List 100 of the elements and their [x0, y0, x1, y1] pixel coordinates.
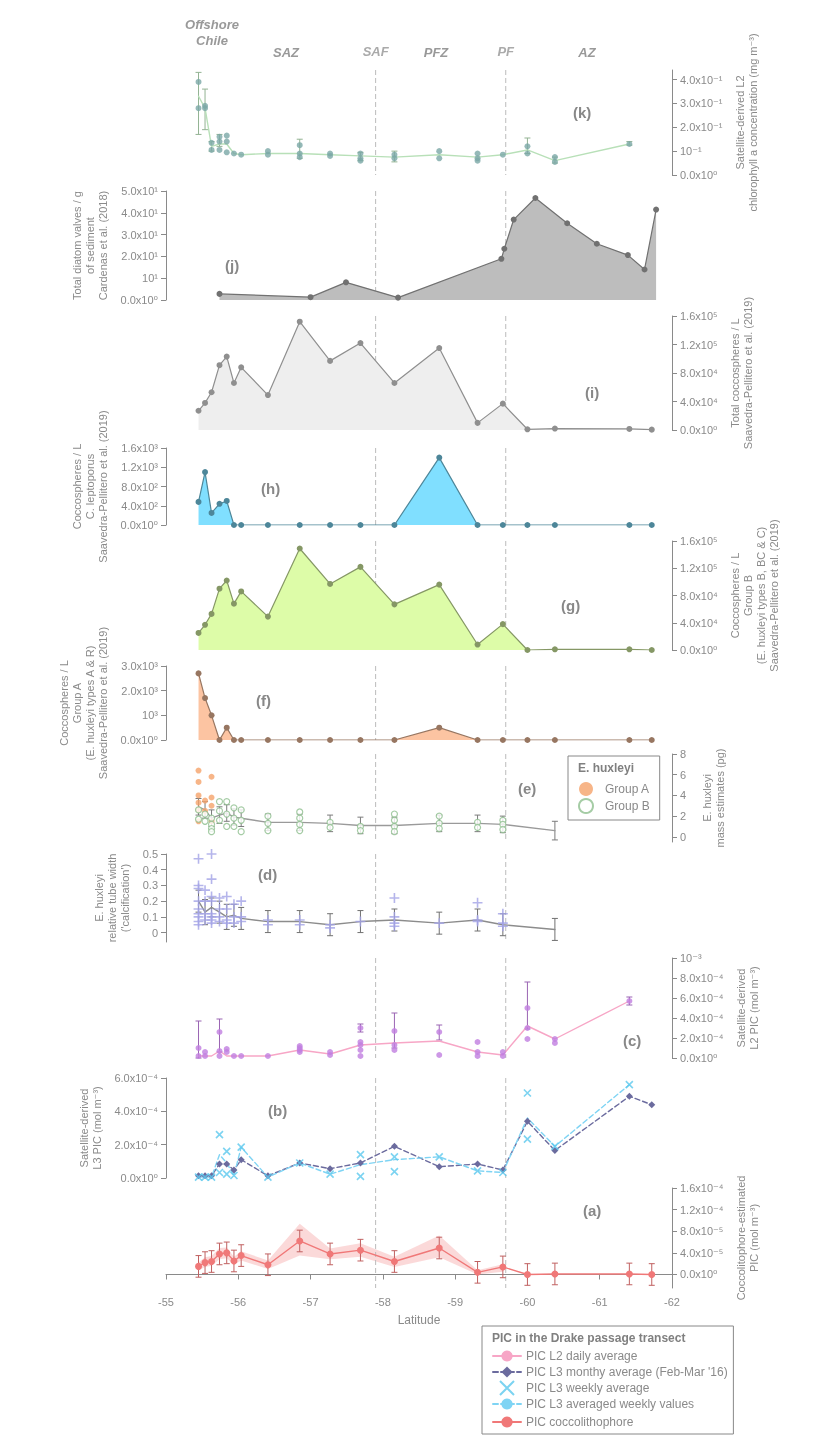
- y2-tick-label: 1.2x10⁵: [680, 338, 718, 351]
- legend-label: PIC L2 daily average: [526, 1349, 638, 1363]
- y-tick-label: 4.0x10⁻⁴: [114, 1105, 159, 1118]
- y-tick-label: 2.0x10¹: [121, 250, 159, 263]
- y-tick-label: 0: [151, 926, 158, 939]
- y-tick-label: 10¹: [142, 272, 159, 285]
- y-axis-title: Satellite-derived L3 PIC (mol m⁻³): [78, 1086, 104, 1170]
- text: (d): [258, 866, 278, 883]
- text: (i): [585, 384, 600, 401]
- y-tick-label: 0.1: [142, 910, 158, 923]
- y-tick-label: 0.2: [142, 895, 158, 908]
- legend-title: E. huxleyi: [578, 761, 635, 775]
- text: (k): [573, 104, 592, 121]
- text: (f): [256, 692, 271, 709]
- y2-tick-label: 1.2x10⁵: [680, 562, 718, 575]
- y2-tick-label: 6: [680, 768, 687, 781]
- legend-label: PIC coccolithophore: [526, 1415, 634, 1429]
- y2-axis-title: Coccolitophore-estimated PIC (mol m⁻³): [734, 1175, 760, 1301]
- x-tick-label: -59: [447, 1295, 464, 1308]
- x-tick-label: -61: [591, 1295, 608, 1308]
- y2-tick-label: 4.0x10⁴: [680, 616, 719, 629]
- legend-title: PIC in the Drake passage transect: [492, 1331, 686, 1345]
- legend-label: Group A: [605, 782, 650, 796]
- y-axis-title: E. huxleyi relative tube width ('calcification'): [93, 853, 132, 943]
- text: (g): [561, 597, 581, 614]
- y-axis-title: Coccospheres / L C. leptoporus Saavedra-Pellitero et al. (2019): [71, 410, 110, 563]
- y-tick-label: 0.5: [142, 848, 158, 860]
- x-tick-label: -58: [374, 1295, 391, 1308]
- x-axis-title: Latitude: [397, 1313, 441, 1327]
- x-tick-label: -60: [519, 1295, 536, 1308]
- text: (h): [261, 480, 281, 497]
- y2-tick-label: 0.0x10⁰: [680, 169, 719, 181]
- text: AZ: [577, 44, 597, 60]
- y2-tick-label: 8: [680, 748, 687, 760]
- y2-tick-label: 4.0x10⁻¹: [680, 73, 723, 86]
- y2-tick-label: 0.0x10⁰: [680, 1052, 719, 1064]
- y2-tick-label: 4.0x10⁻⁵: [680, 1246, 724, 1259]
- y2-axis-title: Coccospheres / L Group B (E. huxleyi types B, BC & C) Saavedra-Pellitero et al. (2019): [729, 519, 781, 672]
- y2-tick-label: 8.0x10⁻⁵: [680, 1225, 724, 1238]
- y2-tick-label: 1.6x10⁻⁴: [680, 1182, 724, 1194]
- y2-axis-title: Satellite-derived L2 chlorophyll a concentration (mg m⁻³): [733, 33, 759, 212]
- y2-tick-label: 10⁻³: [680, 952, 703, 964]
- y-tick-label: 2.0x10⁻⁴: [114, 1138, 159, 1151]
- y2-tick-label: 6.0x10⁻⁴: [680, 992, 724, 1004]
- y2-axis-title: E. huxleyi mass estimates (pg): [700, 748, 726, 848]
- y-tick-label: 4.0x10¹: [121, 206, 159, 219]
- y2-tick-label: 0.0x10⁰: [680, 1268, 719, 1281]
- y-tick-label: 0.0x10⁰: [120, 1172, 159, 1184]
- text: PFZ: [423, 44, 450, 60]
- y2-tick-label: 4.0x10⁻⁴: [680, 1012, 724, 1024]
- x-tick-label: -62: [664, 1295, 680, 1308]
- y2-tick-label: 1.6x10⁵: [680, 310, 718, 322]
- text: (j): [225, 257, 240, 274]
- y2-tick-label: 0.0x10⁰: [680, 644, 719, 656]
- text: (a): [583, 1202, 602, 1219]
- text: (c): [623, 1032, 642, 1049]
- y2-tick-label: 8.0x10⁻⁴: [680, 972, 724, 984]
- y-tick-label: 8.0x10²: [121, 480, 159, 493]
- y2-tick-label: 4: [680, 789, 687, 802]
- y2-axis-title: Total coccospheres / L Saavedra-Pellitero et al. (2019): [729, 296, 755, 450]
- y2-tick-label: 1.2x10⁻⁴: [680, 1203, 724, 1216]
- y-tick-label: 2.0x10³: [121, 684, 159, 697]
- text: Offshore Chile: [185, 16, 239, 48]
- legend-label: PIC L3 averaged weekly values: [526, 1397, 695, 1411]
- y2-tick-label: 1.6x10⁵: [680, 535, 718, 547]
- y2-axis-title: Satellite-derived L2 PIC (mol m⁻³): [734, 966, 760, 1050]
- y-tick-label: 6.0x10⁻⁴: [114, 1072, 159, 1084]
- y-tick-label: 3.0x10³: [121, 660, 159, 672]
- y2-tick-label: 0: [680, 830, 687, 843]
- y2-tick-label: 0.0x10⁰: [680, 424, 719, 436]
- x-tick-label: -55: [158, 1295, 174, 1308]
- y-tick-label: 0.4: [142, 863, 158, 876]
- y-axis-title: Coccospheres / L Group A (E. huxleyi types A & R) Saavedra-Pellitero et al. (2019): [58, 626, 110, 780]
- y2-tick-label: 2.0x10⁻⁴: [680, 1032, 724, 1044]
- y2-tick-label: 2.0x10⁻¹: [680, 121, 723, 134]
- y-tick-label: 5.0x10¹: [121, 185, 159, 197]
- y-tick-label: 1.6x10³: [121, 442, 159, 454]
- x-tick-label: -57: [302, 1295, 319, 1308]
- y-tick-label: 0.0x10⁰: [120, 294, 159, 306]
- y2-tick-label: 3.0x10⁻¹: [680, 97, 723, 110]
- y-tick-label: 0.0x10⁰: [120, 519, 159, 531]
- legend-label: Group B: [605, 799, 650, 813]
- y2-tick-label: 2: [680, 810, 687, 823]
- x-tick-label: -56: [230, 1295, 247, 1308]
- y2-tick-label: 10⁻¹: [680, 145, 703, 158]
- text: SAZ: [273, 44, 301, 60]
- text: (b): [268, 1102, 288, 1119]
- legend-label: PIC L3 monthy average (Feb-Mar '16): [526, 1365, 728, 1379]
- y2-tick-label: 8.0x10⁴: [680, 367, 719, 379]
- legend-label: PIC L3 weekly average: [526, 1381, 650, 1395]
- y-tick-label: 1.2x10³: [121, 461, 159, 474]
- y-tick-label: 10³: [142, 709, 159, 722]
- y-tick-label: 3.0x10¹: [121, 228, 159, 241]
- y-tick-label: 0.0x10⁰: [120, 734, 159, 746]
- y2-tick-label: 8.0x10⁴: [680, 589, 719, 602]
- ref-line-label: PF: [497, 44, 516, 59]
- y-axis-title: Total diatom valves / g of sediment Cardenas et al. (2018): [71, 190, 110, 301]
- ref-line-label: SAF: [362, 44, 390, 59]
- y-tick-label: 0.3: [142, 879, 158, 892]
- text: (e): [518, 780, 537, 797]
